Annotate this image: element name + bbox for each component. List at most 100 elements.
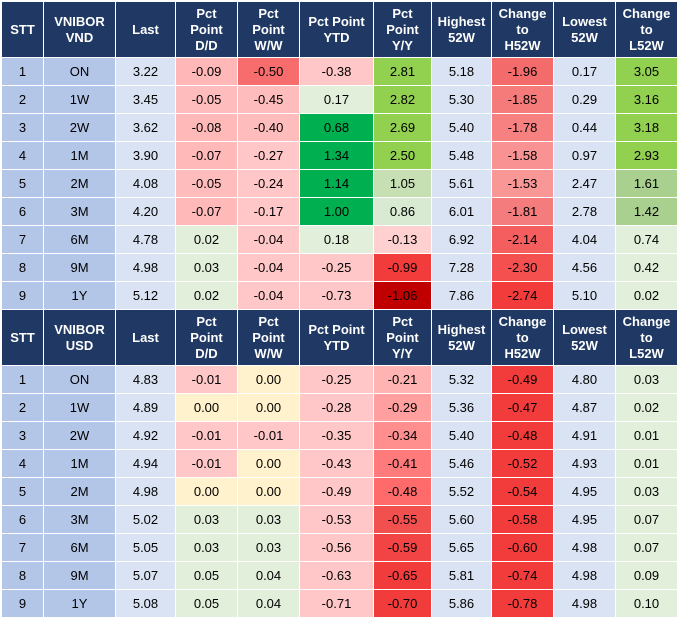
row-number-cell: 9 — [1, 281, 44, 310]
value-cell: 0.97 — [553, 141, 616, 170]
value-cell: 0.17 — [299, 85, 374, 114]
value-cell: 0.00 — [237, 365, 300, 394]
column-header: Pct Point W/W — [237, 309, 300, 366]
value-cell: 2.47 — [553, 169, 616, 198]
value-cell: 2.78 — [553, 197, 616, 226]
value-cell: -0.47 — [491, 393, 554, 422]
value-cell: 6.92 — [431, 225, 492, 254]
value-cell: 4.98 — [115, 477, 176, 506]
value-cell: -0.54 — [491, 477, 554, 506]
value-cell: 1.34 — [299, 141, 374, 170]
value-cell: 4.83 — [115, 365, 176, 394]
value-cell: 3.05 — [615, 57, 678, 86]
term-cell: 1Y — [43, 281, 116, 310]
value-cell: -0.05 — [175, 85, 238, 114]
value-cell: 0.03 — [175, 253, 238, 282]
value-cell: -1.78 — [491, 113, 554, 142]
value-cell: -0.21 — [373, 365, 432, 394]
value-cell: 4.56 — [553, 253, 616, 282]
value-cell: 7.28 — [431, 253, 492, 282]
column-header: Pct Point YTD — [299, 309, 374, 366]
row-number-cell: 5 — [1, 169, 44, 198]
value-cell: 4.89 — [115, 393, 176, 422]
column-header: Change to H52W — [491, 309, 554, 366]
value-cell: -0.08 — [175, 113, 238, 142]
row-number-cell: 6 — [1, 505, 44, 534]
value-cell: -0.58 — [491, 505, 554, 534]
value-cell: 1.00 — [299, 197, 374, 226]
value-cell: 2.93 — [615, 141, 678, 170]
term-cell: 1W — [43, 85, 116, 114]
header-row: STT VNIBOR USD Last Pct Point D/D Pct Point … — [1, 309, 678, 366]
column-header: Pct Point Y/Y — [373, 1, 432, 58]
value-cell: 1.61 — [615, 169, 678, 198]
value-cell: -0.59 — [373, 533, 432, 562]
table-row: 4 1M 3.90 -0.07 -0.27 1.34 2.50 5.48 -1.58 0.97 2.… — [1, 141, 678, 170]
value-cell: -0.73 — [299, 281, 374, 310]
value-cell: 0.17 — [553, 57, 616, 86]
value-cell: 5.40 — [431, 421, 492, 450]
value-cell: 4.78 — [115, 225, 176, 254]
term-cell: 6M — [43, 533, 116, 562]
table-row: 6 3M 4.20 -0.07 -0.17 1.00 0.86 6.01 -1.81 2.78 1.… — [1, 197, 678, 226]
value-cell: 5.61 — [431, 169, 492, 198]
value-cell: 0.00 — [175, 393, 238, 422]
value-cell: 7.86 — [431, 281, 492, 310]
value-cell: 5.05 — [115, 533, 176, 562]
value-cell: -0.04 — [237, 253, 300, 282]
vnibor-usd-section: STT VNIBOR USD Last Pct Point D/D Pct Point … — [1, 309, 678, 618]
table-row: 7 6M 5.05 0.03 0.03 -0.56 -0.59 5.65 -0.60 4.98 0.… — [1, 533, 678, 562]
term-cell: 2W — [43, 113, 116, 142]
term-cell: 1W — [43, 393, 116, 422]
value-cell: -0.09 — [175, 57, 238, 86]
value-cell: 0.03 — [615, 365, 678, 394]
value-cell: 5.86 — [431, 589, 492, 618]
value-cell: -0.70 — [373, 589, 432, 618]
value-cell: 0.01 — [615, 449, 678, 478]
value-cell: 0.04 — [237, 589, 300, 618]
value-cell: 5.32 — [431, 365, 492, 394]
value-cell: 0.05 — [175, 589, 238, 618]
value-cell: 0.86 — [373, 197, 432, 226]
column-header: Pct Point D/D — [175, 309, 238, 366]
value-cell: 5.02 — [115, 505, 176, 534]
value-cell: 6.01 — [431, 197, 492, 226]
value-cell: 0.03 — [237, 505, 300, 534]
value-cell: 4.80 — [553, 365, 616, 394]
value-cell: -0.07 — [175, 141, 238, 170]
value-cell: -0.53 — [299, 505, 374, 534]
value-cell: 2.69 — [373, 113, 432, 142]
row-number-cell: 7 — [1, 533, 44, 562]
table-row: 7 6M 4.78 0.02 -0.04 0.18 -0.13 6.92 -2.14 4.04 0.… — [1, 225, 678, 254]
column-header: Pct Point W/W — [237, 1, 300, 58]
value-cell: -0.43 — [299, 449, 374, 478]
row-number-cell: 6 — [1, 197, 44, 226]
table-row: 2 1W 4.89 0.00 0.00 -0.28 -0.29 5.36 -0.47 4.87 0.… — [1, 393, 678, 422]
value-cell: -0.38 — [299, 57, 374, 86]
value-cell: -0.29 — [373, 393, 432, 422]
column-header: Lowest 52W — [553, 1, 616, 58]
value-cell: -0.34 — [373, 421, 432, 450]
column-header: Highest 52W — [431, 309, 492, 366]
term-cell: 1M — [43, 141, 116, 170]
value-cell: -0.04 — [237, 281, 300, 310]
column-header: STT — [1, 309, 44, 366]
value-cell: -2.14 — [491, 225, 554, 254]
row-number-cell: 9 — [1, 589, 44, 618]
value-cell: 4.20 — [115, 197, 176, 226]
table-row: 1 ON 4.83 -0.01 0.00 -0.25 -0.21 5.32 -0.49 4.80 0… — [1, 365, 678, 394]
value-cell: 0.68 — [299, 113, 374, 142]
value-cell: 4.04 — [553, 225, 616, 254]
row-number-cell: 2 — [1, 85, 44, 114]
value-cell: 5.46 — [431, 449, 492, 478]
row-number-cell: 5 — [1, 477, 44, 506]
column-header: STT — [1, 1, 44, 58]
term-cell: 2M — [43, 169, 116, 198]
column-header: Change to H52W — [491, 1, 554, 58]
value-cell: 2.50 — [373, 141, 432, 170]
value-cell: 3.90 — [115, 141, 176, 170]
value-cell: 0.29 — [553, 85, 616, 114]
value-cell: -0.48 — [373, 477, 432, 506]
value-cell: -1.96 — [491, 57, 554, 86]
column-header: Change to L52W — [615, 309, 678, 366]
